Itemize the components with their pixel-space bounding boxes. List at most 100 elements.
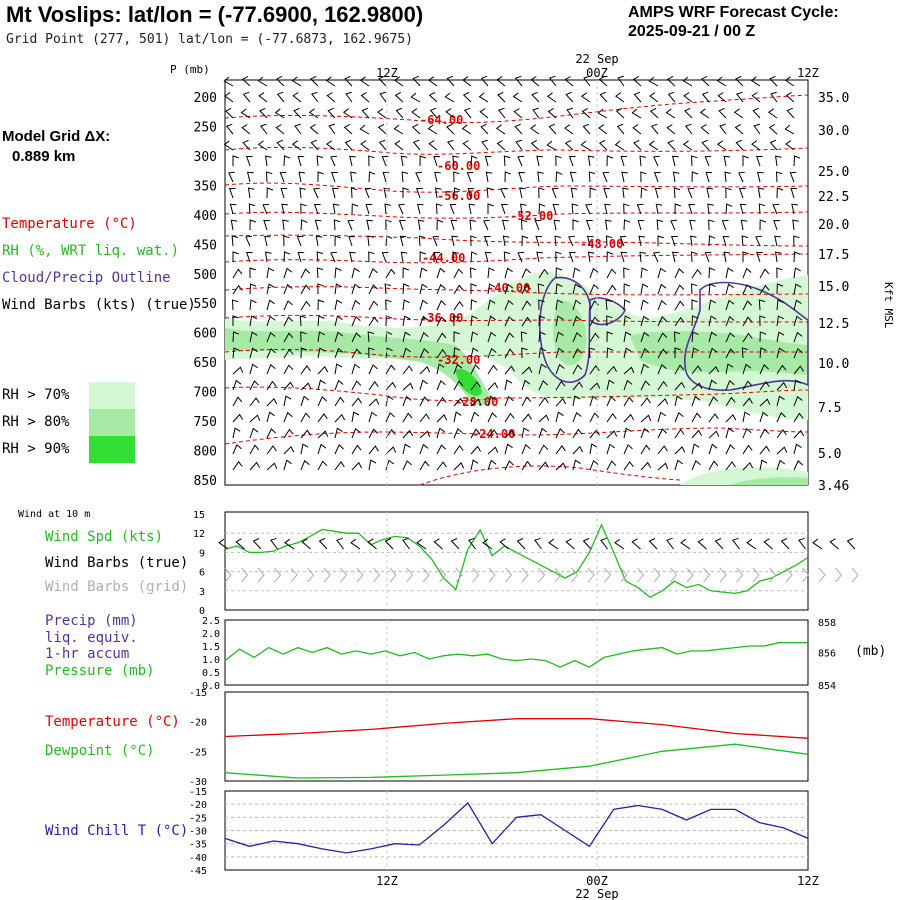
wind-barb [538, 187, 545, 199]
wind-barb [538, 299, 545, 311]
wind-barb [725, 332, 735, 343]
wind-barb [436, 379, 446, 391]
wind-barb [452, 155, 459, 167]
wind-barb-true [798, 537, 806, 550]
wind-barb [555, 171, 563, 183]
wind-barb [349, 251, 356, 263]
wind-barb [334, 299, 343, 311]
legend-rh80: RH > 80% [2, 414, 70, 430]
wind-barb [725, 379, 735, 391]
legend-wind-barbs: Wind Barbs (kts) (true) [2, 297, 196, 313]
wind-barb [529, 124, 540, 135]
wind-barb [351, 444, 362, 455]
wind-barb [708, 315, 717, 327]
wind-barb-grid [257, 567, 265, 583]
wind-barb [708, 430, 720, 439]
wind-barb [735, 139, 744, 151]
wind-barb-grid [851, 567, 859, 583]
wind-barb [632, 75, 642, 87]
wind-barb [283, 155, 291, 167]
wind-barb [530, 76, 540, 87]
wind-barb [394, 140, 404, 151]
wind-barb [378, 139, 387, 151]
wind-barb [225, 123, 234, 135]
wind-barb-grid [488, 567, 496, 583]
wind-barb [504, 283, 514, 295]
wind-tick-label: 0 [199, 606, 205, 617]
pressure-tick-label: 350 [194, 179, 217, 194]
wind-barb [521, 443, 531, 455]
legend-temperature-lower: Temperature (°C) [45, 714, 180, 730]
wind-barb [274, 108, 285, 119]
temperature-contour [224, 234, 809, 247]
temp-tick-label: -20 [189, 718, 207, 729]
wind-barb [793, 299, 802, 311]
wind-barb [436, 300, 446, 311]
wind-barb [521, 427, 530, 439]
wind-barb [232, 460, 243, 471]
wind-barb [775, 251, 782, 263]
model-grid-label: Model Grid ΔX: [2, 128, 111, 145]
wind-barb [689, 219, 696, 231]
wind-barb [249, 267, 256, 278]
temperature-contour [224, 253, 809, 264]
wind-barb [705, 171, 713, 183]
wind-barb [598, 139, 608, 151]
wind-barb [691, 412, 702, 423]
wind-barb [367, 235, 374, 247]
grid-point-subtitle: Grid Point (277, 501) lat/lon = (-77.687… [6, 32, 413, 47]
wind-barb [351, 363, 361, 375]
pressure-tick-label: 850 [194, 474, 217, 489]
pressure-tick-label: 650 [194, 356, 217, 371]
wind-barb [602, 171, 610, 183]
wind-barb [503, 155, 511, 167]
wind-tick-label: 3 [199, 587, 205, 598]
wind-barb [266, 445, 277, 455]
wind-barb [309, 123, 319, 135]
wind-barb [385, 299, 392, 311]
wind-barb [759, 364, 769, 375]
wind-barb [701, 91, 710, 103]
wind-barb [672, 171, 680, 183]
wind-barb [436, 283, 446, 295]
wind-barb [368, 316, 379, 327]
wind-barb [623, 331, 632, 343]
wind-barb [504, 332, 515, 343]
wind-barb [789, 171, 797, 183]
wind-barb [793, 251, 801, 263]
wind-barb [360, 91, 370, 103]
windchill-series [224, 801, 809, 854]
wind-barb [723, 251, 731, 263]
wind-barb-true [582, 538, 592, 550]
wind-barb-grid [455, 567, 463, 583]
station-title: Mt Voslips: lat/lon = (-77.6900, 162.980… [6, 2, 424, 27]
wind-barb [313, 187, 320, 199]
wind-barb [700, 75, 710, 87]
wind-barb [725, 187, 732, 199]
wind-barb-grid [802, 567, 810, 583]
wind-barb-true [350, 538, 361, 550]
wind-barb [330, 155, 337, 167]
wind-barb-grid [686, 567, 694, 583]
wind-barb [266, 267, 275, 279]
wind-barb [504, 316, 514, 327]
wind-barb [564, 76, 574, 87]
wind-at-label: Wind at 10 m [18, 509, 91, 520]
wind-barb [470, 398, 482, 407]
wind-barb [266, 299, 275, 311]
wind-barb [223, 140, 234, 151]
wind-barb [572, 459, 581, 471]
wind-barb [504, 171, 511, 183]
wind-barb [640, 397, 651, 407]
wind-barb [517, 251, 525, 263]
wind-barb [589, 364, 600, 375]
wind-barb [359, 76, 370, 87]
wind-barb [572, 395, 581, 407]
wind-barb [462, 140, 472, 151]
wind-barb [708, 460, 719, 471]
forecast-cycle: AMPS WRF Forecast Cycle: 2025-09-21 / 00… [628, 3, 839, 41]
wind-barb [487, 412, 497, 423]
wind-barb [330, 172, 338, 183]
temperature-contour [224, 182, 809, 193]
wind-barb [793, 395, 803, 407]
